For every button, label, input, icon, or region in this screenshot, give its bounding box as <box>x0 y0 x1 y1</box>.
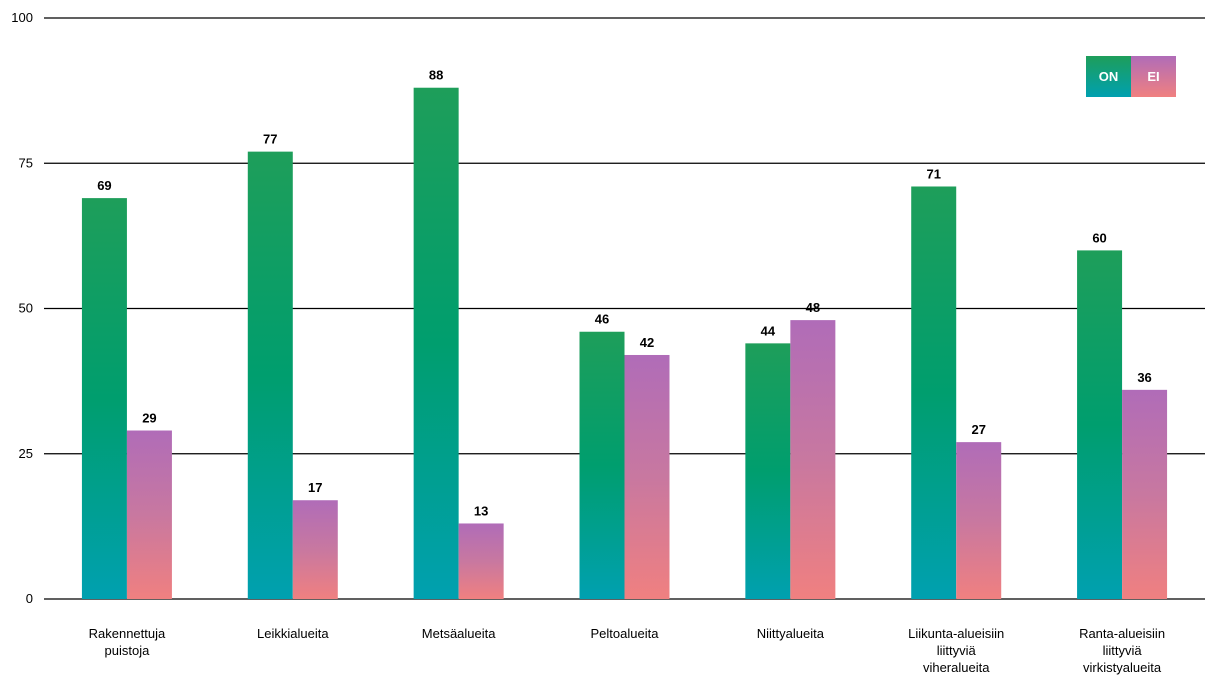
value-label-ei: 29 <box>142 411 156 426</box>
value-label-on: 60 <box>1092 230 1106 245</box>
bar-ei-6 <box>1122 389 1168 599</box>
legend: ON EI <box>1086 56 1176 97</box>
value-label-on: 69 <box>97 178 111 193</box>
bar-on-6 <box>1077 250 1123 599</box>
bars <box>81 87 1168 600</box>
category-label: Liikunta-alueisiin <box>908 626 1004 641</box>
bar-on-5 <box>911 186 957 600</box>
bar-on-2 <box>413 87 459 599</box>
bar-on-3 <box>579 331 625 599</box>
category-label: virkistyalueita <box>1083 660 1162 675</box>
legend-swatch-ei <box>1131 56 1176 97</box>
category-label: Metsäalueita <box>422 626 496 641</box>
category-labels: Rakennettuja puistoja Leikkialueita Metsäal… <box>89 626 1165 675</box>
y-axis-ticks: 0 25 50 75 100 <box>11 10 33 606</box>
category-label: Rakennettuja <box>89 626 166 641</box>
value-label-ei: 27 <box>971 422 985 437</box>
category-label: liittyviä <box>937 643 977 658</box>
value-label-on: 77 <box>263 132 277 147</box>
category-label: puistoja <box>105 643 151 658</box>
value-label-on: 88 <box>429 68 443 83</box>
bar-ei-0 <box>126 430 172 599</box>
gridlines <box>44 17 1205 600</box>
category-label: Ranta-alueisiin <box>1079 626 1165 641</box>
y-tick-label: 25 <box>19 446 33 461</box>
bar-ei-3 <box>624 354 670 599</box>
legend-label-on: ON <box>1099 69 1119 84</box>
bar-ei-5 <box>956 442 1002 599</box>
bar-ei-2 <box>458 523 504 599</box>
bar-on-0 <box>81 198 127 600</box>
value-label-on: 46 <box>595 312 609 327</box>
bar-on-1 <box>247 151 293 599</box>
y-tick-label: 100 <box>11 10 33 25</box>
legend-swatch-on <box>1086 56 1131 97</box>
y-tick-label: 50 <box>19 301 33 316</box>
bar-ei-1 <box>292 500 338 599</box>
category-label: Peltoalueita <box>591 626 660 641</box>
value-label-ei: 48 <box>806 300 820 315</box>
value-label-ei: 13 <box>474 503 488 518</box>
value-label-on: 44 <box>761 323 776 338</box>
value-label-ei: 17 <box>308 480 322 495</box>
value-label-ei: 42 <box>640 335 654 350</box>
category-label: viheralueita <box>923 660 990 675</box>
value-label-on: 71 <box>926 166 940 181</box>
bar-ei-4 <box>790 320 836 599</box>
value-labels: 69 29 77 17 88 13 46 42 44 48 71 27 60 36 <box>97 68 1152 519</box>
value-label-ei: 36 <box>1137 370 1151 385</box>
legend-label-ei: EI <box>1147 69 1159 84</box>
category-label: Niittyalueita <box>757 626 825 641</box>
y-tick-label: 75 <box>19 155 33 170</box>
category-label: Leikkialueita <box>257 626 329 641</box>
bar-on-4 <box>745 343 791 599</box>
category-label: liittyviä <box>1103 643 1143 658</box>
y-tick-label: 0 <box>26 591 33 606</box>
